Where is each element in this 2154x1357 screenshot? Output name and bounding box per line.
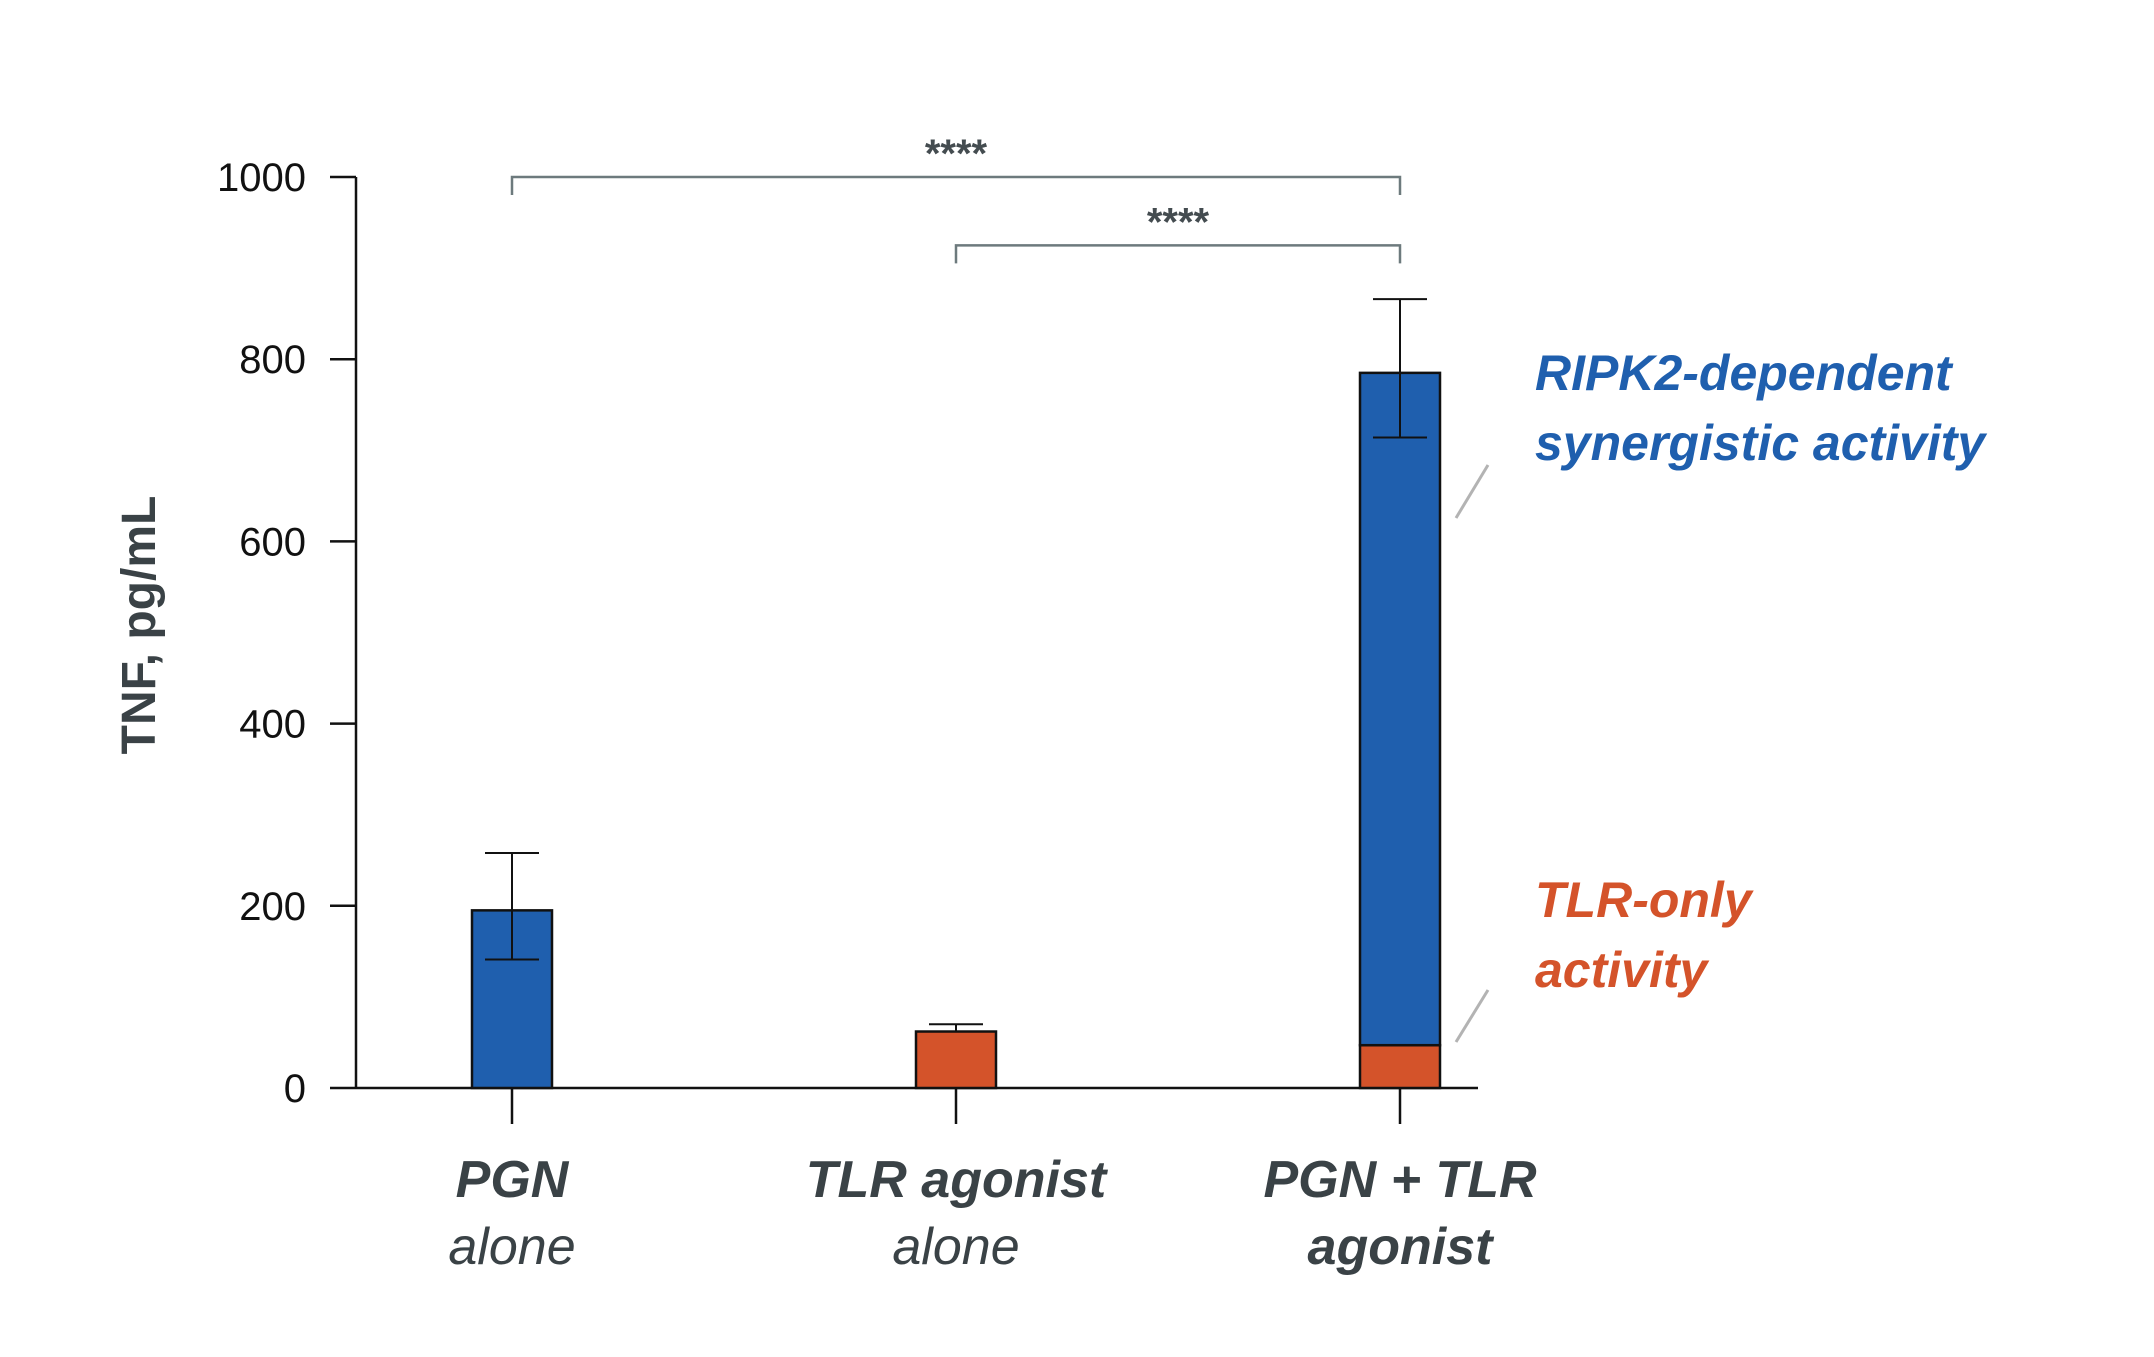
annotation-text: TLR-only (1535, 872, 1754, 928)
category-label-main: PGN + TLR (1263, 1151, 1536, 1209)
significance-brackets: **** **** (510, 132, 1402, 264)
error-bars (485, 298, 1427, 1033)
y-tick-label: 1000 (217, 156, 306, 200)
category-labels: PGN alone TLR agonist alone PGN + TLR agonist (448, 1151, 1537, 1276)
category-label-main: PGN (456, 1151, 570, 1209)
axes: 0 200 400 600 800 1000 (217, 156, 1478, 1124)
y-tick-label: 0 (284, 1067, 306, 1111)
bars (470, 371, 1442, 1090)
significance-bracket (510, 175, 1402, 195)
significance-label: **** (925, 132, 988, 176)
bar-segment-tlr-only-activity (1358, 1043, 1442, 1090)
category-label-sub: alone (448, 1218, 575, 1276)
y-tick-label: 600 (239, 520, 306, 564)
annotation-text: activity (1535, 942, 1710, 998)
significance-bracket (954, 244, 1402, 264)
annotation-leader-line (1454, 464, 1490, 519)
annotation-text: RIPK2-dependent (1535, 345, 1954, 401)
category-label-sub: agonist (1308, 1218, 1496, 1276)
y-tick-label: 400 (239, 703, 306, 747)
y-axis-label: TNF, pg/mL (113, 496, 166, 755)
y-tick-label: 800 (239, 338, 306, 382)
category-label-sub: alone (892, 1218, 1019, 1276)
bar-segment-tlr-only-activity (914, 1030, 998, 1090)
annotation-text: synergistic activity (1535, 415, 1987, 471)
annotations: RIPK2-dependent synergistic activity TLR-o… (1454, 345, 1987, 1043)
annotation-leader-line (1454, 989, 1490, 1043)
y-tick-label: 200 (239, 885, 306, 929)
bar-segment-ripk2-dependent-synergistic-activity (1358, 371, 1442, 1047)
category-label-main: TLR agonist (806, 1151, 1109, 1209)
significance-label: **** (1147, 200, 1210, 244)
